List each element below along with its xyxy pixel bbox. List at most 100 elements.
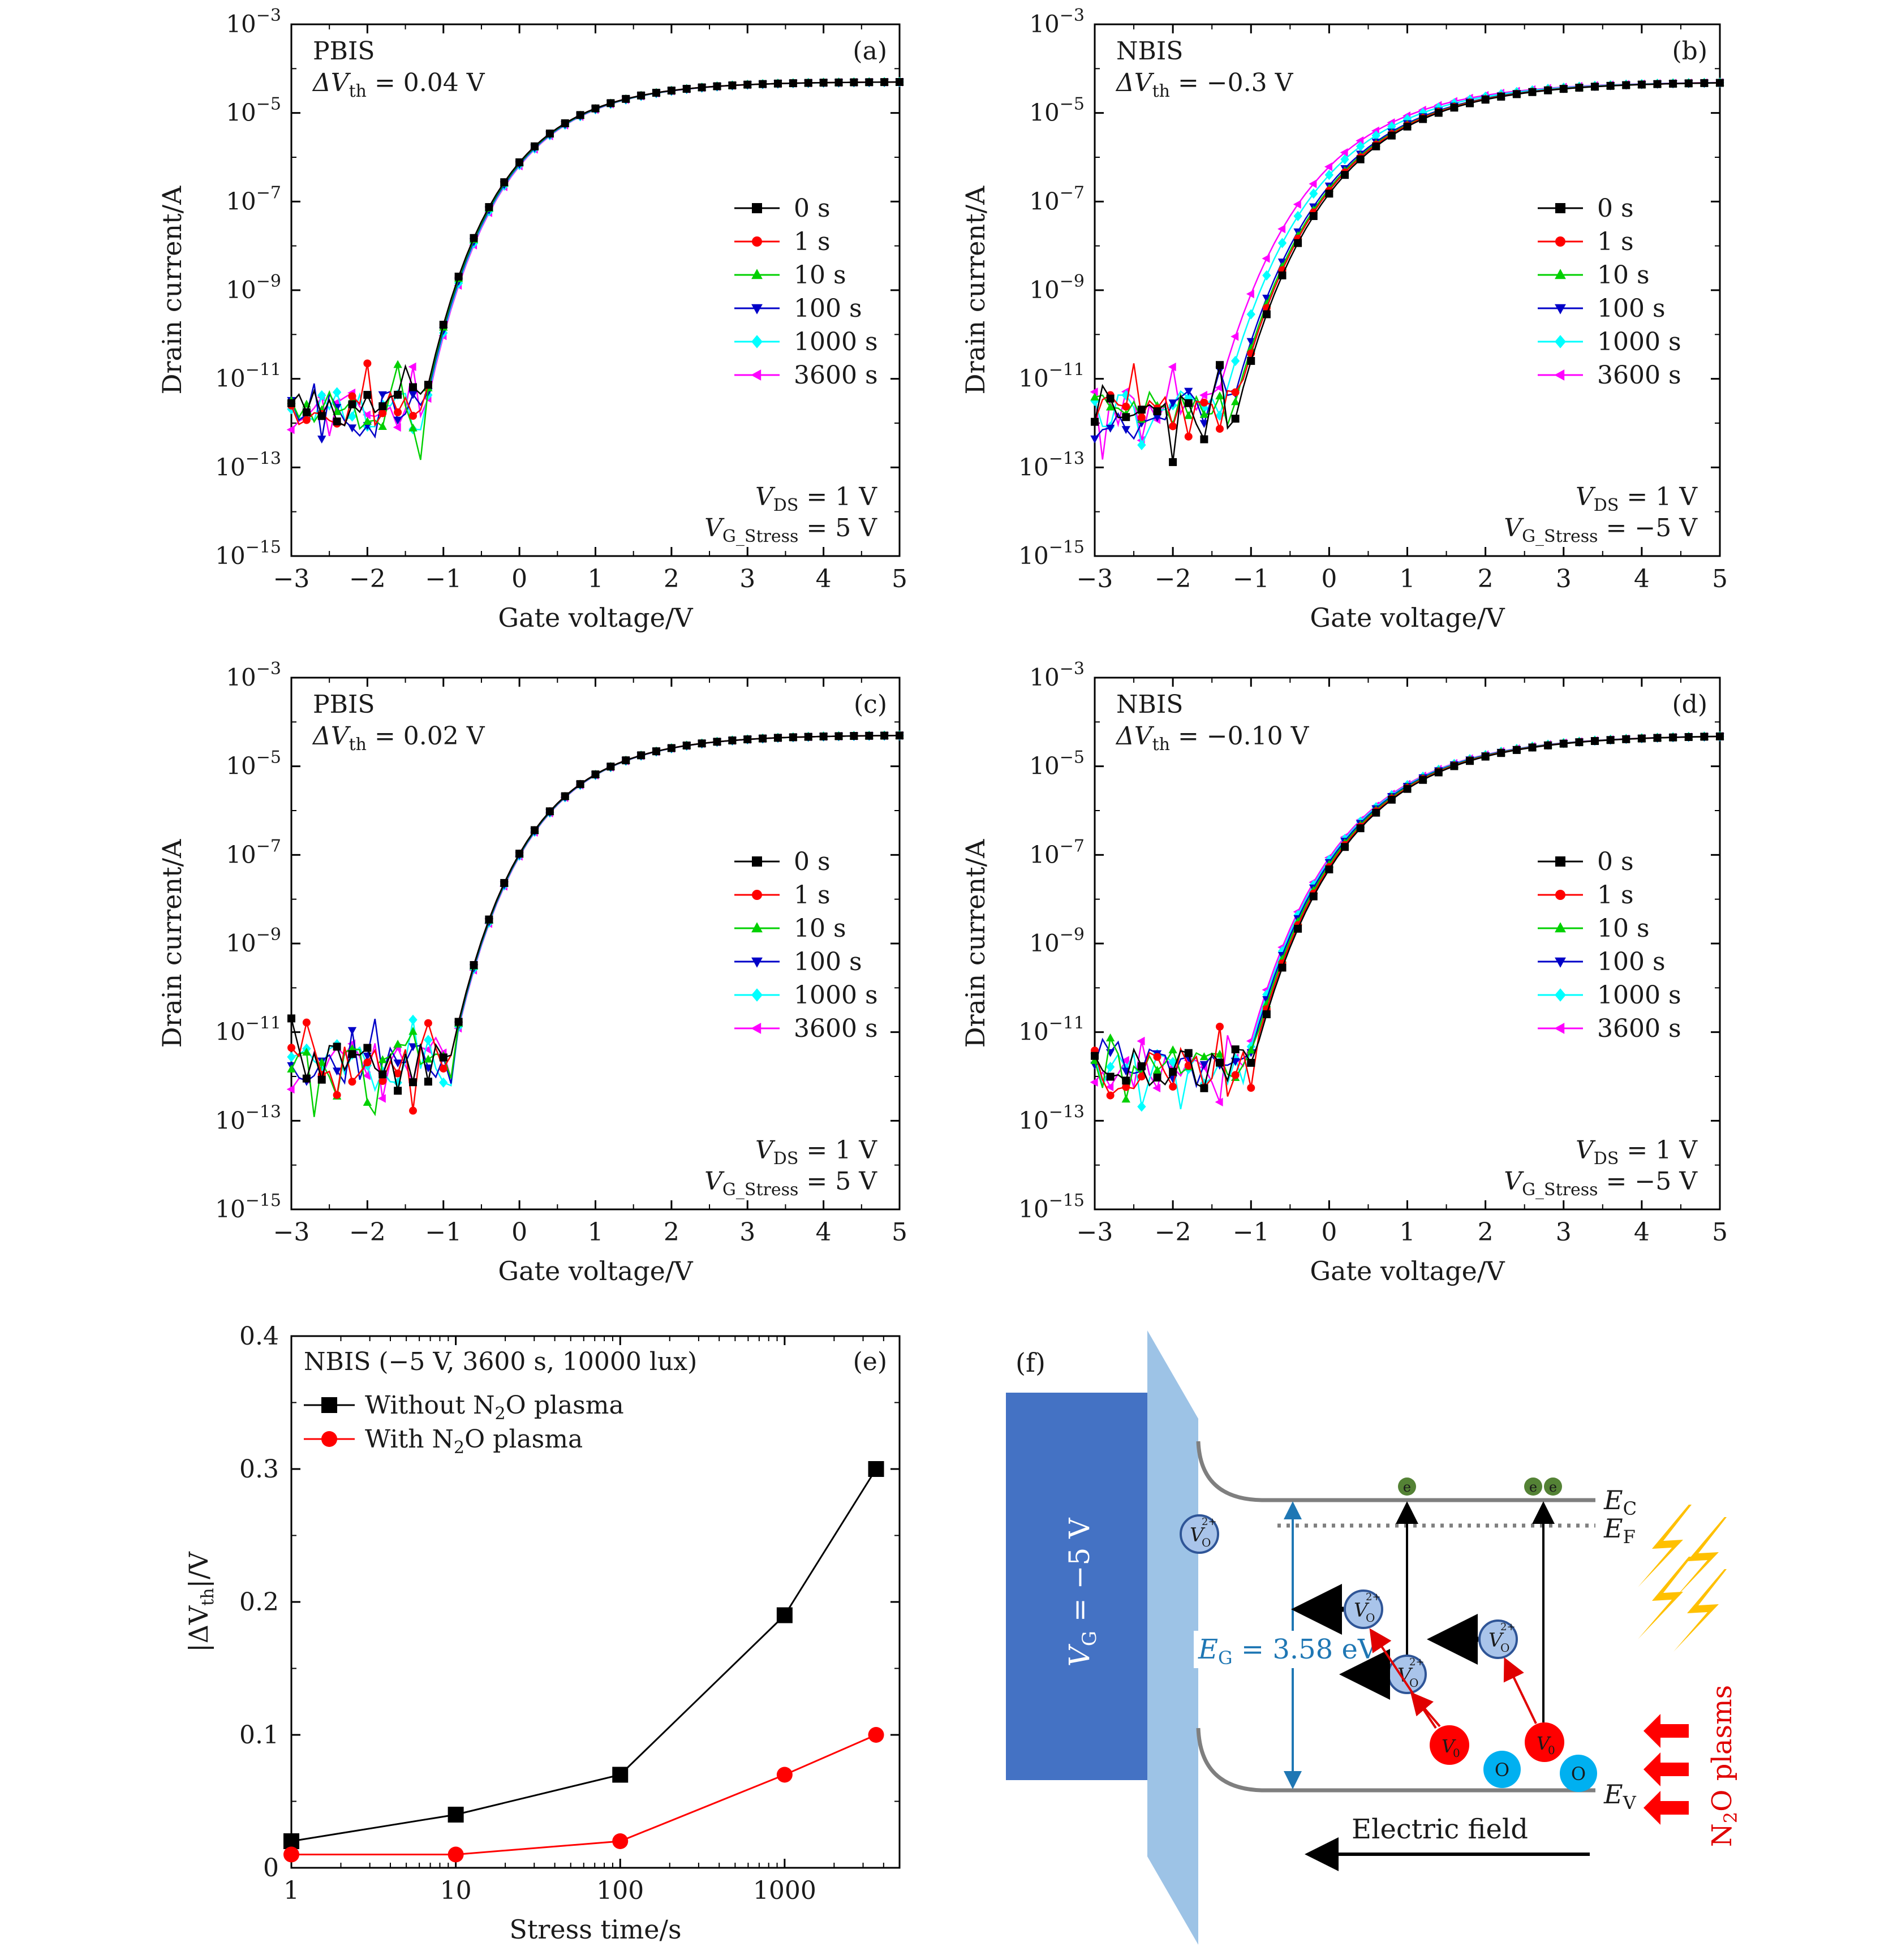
delta-vth-label: ΔVth = 0.02 V <box>312 722 485 755</box>
x-tick-label: −1 <box>1233 1218 1270 1247</box>
x-tick-label: −3 <box>1077 1218 1113 1247</box>
data-point <box>408 362 416 372</box>
data-point <box>1121 426 1130 434</box>
svg-text:2+: 2+ <box>1409 1656 1425 1668</box>
data-point <box>850 732 858 740</box>
y-tick-label: 0.2 <box>239 1588 279 1617</box>
x-tick-label: 3 <box>739 565 755 593</box>
y-tick-label: 10−11 <box>215 1014 281 1046</box>
data-point <box>393 416 402 425</box>
x-axis-label: Gate voltage/V <box>1310 1256 1505 1286</box>
data-point <box>1231 355 1240 367</box>
plot-frame <box>1094 23 1721 557</box>
legend-label: 0 s <box>1597 194 1634 223</box>
legend-marker <box>1555 236 1565 247</box>
vg-stress-label: VG_Stress = −5 V <box>1504 514 1698 546</box>
data-point <box>1215 410 1224 421</box>
data-point <box>606 763 615 771</box>
data-point <box>804 733 812 741</box>
data-point <box>1169 1067 1177 1076</box>
data-point <box>1419 776 1427 784</box>
data-point <box>409 412 417 420</box>
legend-marker <box>751 269 763 279</box>
data-point <box>1231 332 1239 341</box>
data-point <box>1152 1066 1162 1074</box>
y-tick-label: 10−3 <box>226 6 281 38</box>
data-point <box>743 735 752 744</box>
x-tick-label: −1 <box>1233 565 1270 593</box>
y-tick-label: 0.4 <box>239 1322 279 1351</box>
data-point <box>1575 738 1584 747</box>
data-point <box>545 130 554 138</box>
y-tick-label: 10−5 <box>1029 748 1085 780</box>
data-point <box>317 1075 326 1084</box>
data-point <box>1121 1056 1129 1065</box>
data-point <box>1152 413 1162 422</box>
data-point <box>1153 1053 1161 1061</box>
data-point <box>1387 131 1396 140</box>
data-point <box>1246 309 1255 320</box>
transfer-panels: −3 −2 −1 0 1 2 3 4 510−310−510−710−910−1110−1310… <box>157 6 1728 1286</box>
y-tick-label: 10−3 <box>226 659 281 691</box>
data-point <box>393 423 401 432</box>
data-point <box>363 1044 372 1052</box>
data-point <box>774 79 782 88</box>
legend-marker <box>751 369 761 381</box>
data-point <box>393 1040 402 1048</box>
x-tick-label: 1 <box>1400 1218 1416 1247</box>
data-point <box>1231 1045 1240 1054</box>
data-point <box>1216 361 1224 369</box>
legend-label: 1 s <box>794 227 831 256</box>
x-tick-label: 10 <box>440 1876 472 1905</box>
y-tick-label: 10−13 <box>215 1102 281 1134</box>
x-tick-label: 4 <box>1634 565 1650 593</box>
data-point <box>394 1069 402 1078</box>
data-point <box>1591 737 1599 746</box>
data-point <box>470 234 478 242</box>
y-tick-label: 10−3 <box>1029 6 1085 38</box>
legend-label: 0 s <box>1597 847 1634 876</box>
data-point <box>667 87 676 95</box>
svg-text:V: V <box>1442 1735 1456 1757</box>
data-point <box>1402 114 1412 124</box>
data-point <box>1153 1073 1161 1082</box>
data-point <box>880 78 889 87</box>
data-point <box>283 1846 299 1863</box>
x-tick-label: 1 <box>1400 565 1416 593</box>
data-point <box>576 111 584 119</box>
data-point <box>1184 387 1193 396</box>
data-point <box>378 421 387 430</box>
data-point <box>759 80 767 88</box>
data-point <box>728 81 737 89</box>
stress-mode-label: PBIS <box>313 37 375 66</box>
x-axis-label: Gate voltage/V <box>1310 602 1505 633</box>
data-point <box>1387 121 1396 132</box>
data-point <box>1434 768 1443 777</box>
svg-text:0: 0 <box>1548 1743 1555 1757</box>
data-point <box>591 770 600 778</box>
legend-marker <box>752 236 762 247</box>
electron-1: e <box>1398 1477 1416 1496</box>
panel-e-title: NBIS (−5 V, 3600 s, 10000 lux) <box>304 1347 697 1376</box>
ionized-vacancy-interface: V2+ O <box>1180 1514 1219 1554</box>
data-point <box>1199 1052 1209 1061</box>
data-point <box>1184 432 1193 441</box>
data-point <box>1246 1045 1255 1054</box>
data-point <box>287 1044 295 1052</box>
data-point <box>865 731 874 740</box>
data-point <box>1168 362 1176 372</box>
panel-e-chart: 1 10 100 1000 0 0.1 0.2 0.3 0.4 Stress time/s |ΔVt… <box>183 1322 901 1945</box>
y-tick-label: 10−15 <box>215 1191 281 1223</box>
data-point <box>637 751 646 760</box>
data-point <box>774 734 782 742</box>
electron-2: e <box>1524 1477 1542 1496</box>
data-point <box>1184 1049 1193 1057</box>
legend-label: 1000 s <box>1597 328 1681 356</box>
gate-voltage-label: VG = −5 V <box>1063 1518 1101 1667</box>
data-point <box>408 1014 418 1025</box>
data-point <box>485 915 493 924</box>
neutral-vacancy-1: V0 <box>1430 1725 1469 1765</box>
data-point <box>713 738 721 746</box>
legend-label: 3600 s <box>1597 361 1681 390</box>
data-point <box>1653 734 1662 742</box>
